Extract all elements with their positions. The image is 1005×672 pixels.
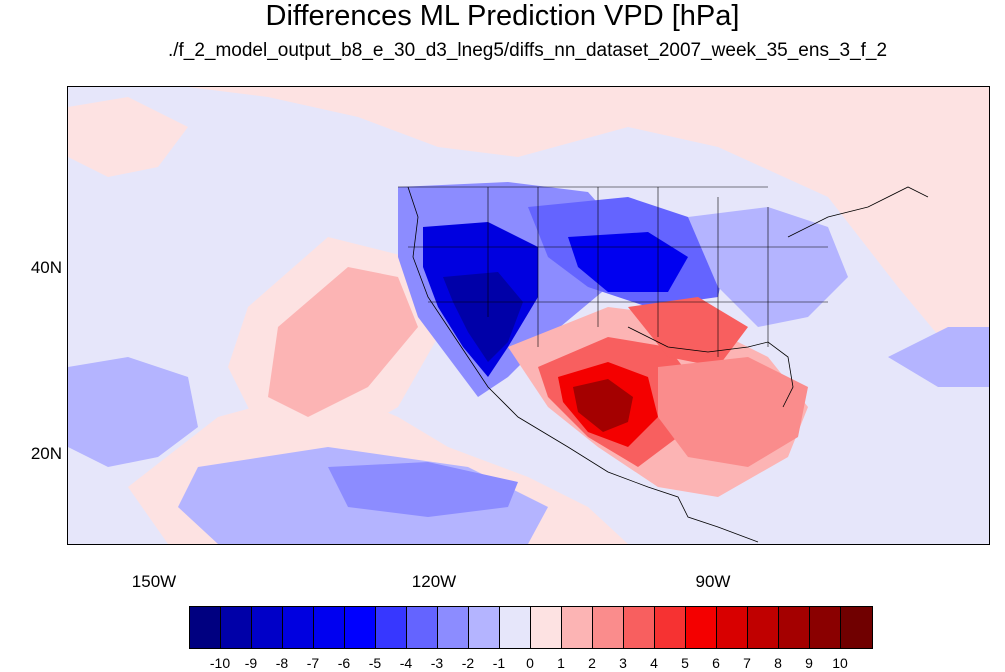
colorbar-box (438, 607, 469, 648)
map-plot (67, 86, 990, 545)
chart-title: Differences ML Prediction VPD [hPa] (265, 0, 740, 32)
colorbar-box (500, 607, 531, 648)
colorbar-box (345, 607, 376, 648)
pink-region-north-pacific (68, 87, 989, 387)
colorbar-label: -3 (430, 655, 444, 671)
colorbar-box (283, 607, 314, 648)
lat-label-20n: 20N (30, 444, 62, 463)
colorbar-label: -7 (306, 655, 320, 671)
blue-patch-south-pacific-dark (328, 462, 518, 517)
lon-label-120w: 120W (411, 572, 457, 591)
blue-patch-hawaii (68, 357, 198, 467)
salmon-patch-pacific (268, 267, 418, 417)
colorbar-box (748, 607, 779, 648)
colorbar-label: -4 (399, 655, 413, 671)
colorbar-label: -9 (244, 655, 258, 671)
red-region-mexico-darkest (573, 379, 633, 432)
colorbar-box (190, 607, 221, 648)
lon-label-150w: 150W (131, 572, 177, 591)
colorbar-label: 7 (743, 655, 751, 671)
colorbar-box (810, 607, 841, 648)
colorbar-label: 9 (805, 655, 813, 671)
colorbar-label: 6 (712, 655, 720, 671)
colorbar (189, 606, 873, 649)
colorbar-label: -10 (209, 655, 231, 671)
colorbar-label: 8 (774, 655, 782, 671)
red-region-gulf (658, 357, 808, 467)
colorbar-label: -2 (461, 655, 475, 671)
colorbar-box (779, 607, 810, 648)
colorbar-box (686, 607, 717, 648)
colorbar-label: 4 (650, 655, 658, 671)
colorbar-box (407, 607, 438, 648)
colorbar-box (314, 607, 345, 648)
colorbar-label: -6 (337, 655, 351, 671)
colorbar-label: -1 (492, 655, 506, 671)
colorbar-box (593, 607, 624, 648)
colorbar-box (655, 607, 686, 648)
lon-label-90w: 90W (695, 572, 731, 591)
blue-patch-atlantic (888, 327, 989, 387)
colorbar-box (376, 607, 407, 648)
colorbar-label: 0 (526, 655, 534, 671)
colorbar-box (562, 607, 593, 648)
chart-subtitle: ./f_2_model_output_b8_e_30_d3_lneg5/diff… (167, 40, 888, 61)
colorbar-label: 5 (681, 655, 689, 671)
lat-label-40n: 40N (30, 258, 62, 277)
coastline (407, 186, 929, 543)
vpd-difference-field (68, 87, 989, 544)
colorbar-box (469, 607, 500, 648)
colorbar-label: 3 (619, 655, 627, 671)
colorbar-label: -5 (368, 655, 382, 671)
colorbar-box (717, 607, 748, 648)
state-borders (398, 186, 828, 357)
colorbar-box (624, 607, 655, 648)
colorbar-label: 2 (588, 655, 596, 671)
colorbar-box (252, 607, 283, 648)
blue-region-west-us-darkest (443, 272, 523, 362)
colorbar-label: 1 (557, 655, 565, 671)
colorbar-box (531, 607, 562, 648)
colorbar-label: -8 (275, 655, 289, 671)
colorbar-box (221, 607, 252, 648)
pink-region-west (68, 97, 188, 177)
colorbar-label: 10 (832, 655, 848, 671)
colorbar-box (841, 607, 872, 648)
